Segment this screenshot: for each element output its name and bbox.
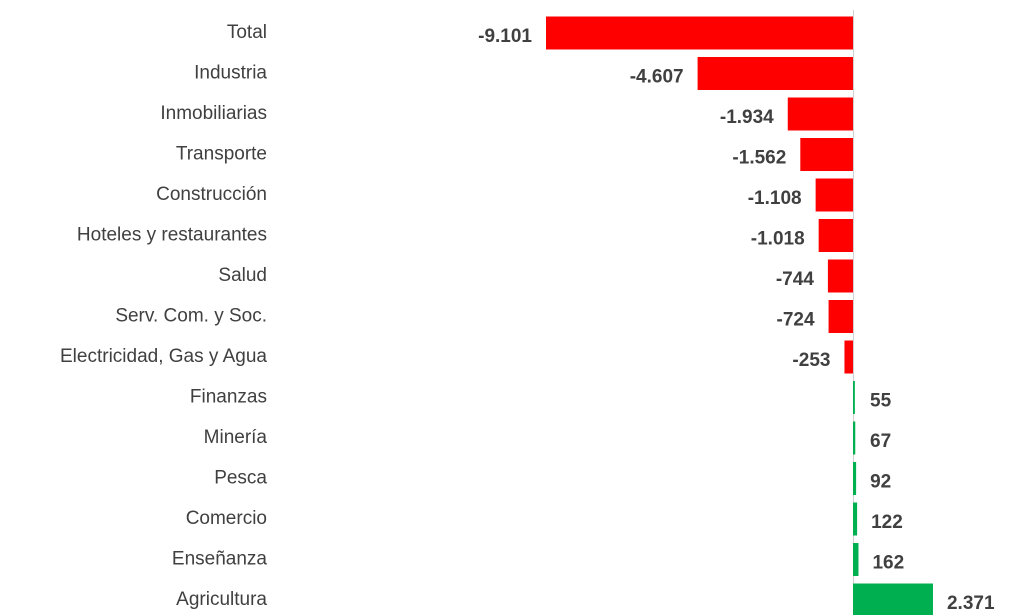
bar [818, 219, 853, 252]
category-label: Enseñanza [172, 549, 268, 570]
bar [853, 462, 857, 495]
category-label: Construcción [156, 184, 267, 205]
category-label: Comercio [186, 508, 267, 529]
bar [853, 421, 856, 455]
bar [853, 502, 858, 536]
category-label: Inmobiliarias [160, 103, 267, 124]
category-label: Minería [204, 427, 268, 448]
category-label: Transporte [176, 144, 267, 165]
bar [546, 16, 853, 50]
bar [844, 340, 853, 374]
value-label: -253 [792, 350, 830, 371]
value-label: -1.108 [748, 188, 802, 209]
value-label: 122 [871, 512, 903, 533]
category-label: Serv. Com. y Soc. [115, 306, 267, 327]
bar [853, 543, 859, 576]
category-label: Total [227, 22, 267, 43]
value-label: -1.934 [720, 107, 774, 128]
category-label: Salud [218, 265, 267, 286]
bar [800, 138, 853, 171]
bar [853, 381, 855, 414]
bar [815, 178, 853, 212]
bar [787, 97, 853, 131]
category-label: Electricidad, Gas y Agua [60, 346, 267, 367]
category-label: Agricultura [176, 589, 267, 610]
value-label: -4.607 [630, 67, 684, 88]
value-label: 162 [872, 553, 904, 574]
bar [853, 583, 933, 615]
value-label: -1.562 [732, 148, 786, 169]
value-label: 2.371 [947, 593, 995, 614]
bar [697, 57, 853, 90]
bar [828, 300, 853, 333]
category-label: Hoteles y restaurantes [77, 225, 267, 246]
value-label: 67 [870, 431, 891, 452]
value-label: -9.101 [478, 26, 532, 47]
value-label: 92 [870, 472, 891, 493]
category-label: Industria [194, 63, 267, 84]
bar [827, 259, 853, 293]
category-label: Pesca [214, 468, 267, 489]
category-label: Finanzas [190, 387, 267, 408]
value-label: -744 [776, 269, 814, 290]
value-label: -1.018 [751, 229, 805, 250]
value-label: -724 [777, 310, 815, 331]
value-label: 55 [870, 391, 892, 412]
